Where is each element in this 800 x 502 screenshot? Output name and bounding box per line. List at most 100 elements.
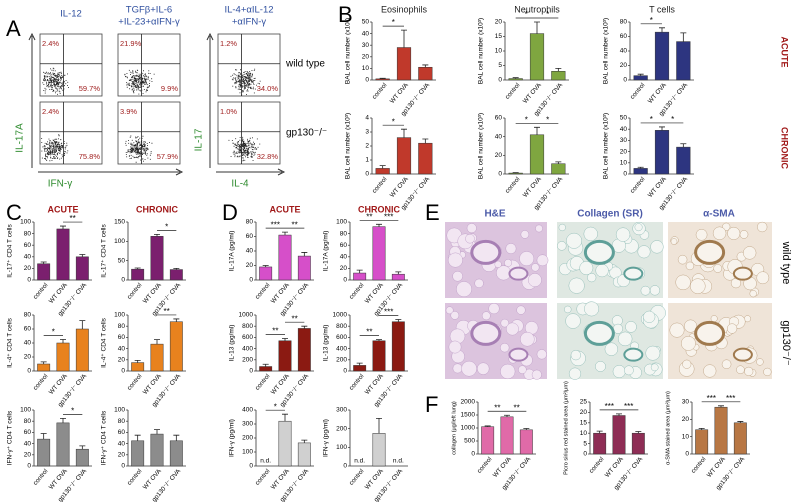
- significance-label: *: [546, 115, 549, 124]
- alveolus: [749, 290, 757, 298]
- y-tick-label: 0: [27, 463, 31, 470]
- y-tick-label: 0: [249, 368, 253, 375]
- error-bar: [282, 413, 288, 422]
- y-tick-label: 20: [362, 54, 370, 61]
- alveolus: [721, 359, 732, 370]
- row-label: ACUTE: [780, 37, 790, 68]
- y-tick-label: 80: [24, 418, 32, 425]
- y-tick-label: 25: [580, 399, 588, 406]
- alveolus: [527, 273, 542, 287]
- bar: [353, 272, 367, 281]
- alveolus: [726, 323, 738, 334]
- panel-letter: E: [425, 200, 440, 225]
- y-axis-label: IL-17A (pg/ml): [229, 231, 236, 272]
- bar: [75, 328, 89, 372]
- y-tick-label: 80: [24, 230, 32, 237]
- error-bar: [395, 271, 402, 275]
- alveolus: [685, 261, 695, 271]
- vessel: [623, 347, 644, 362]
- error-bar: [534, 21, 540, 34]
- alveolus: [531, 369, 542, 380]
- column-header: Collagen (SR): [577, 209, 643, 220]
- significance-label: ***: [271, 220, 280, 229]
- error-bar: [379, 165, 386, 169]
- error-bar: [60, 339, 66, 343]
- y-tick-label: 0: [249, 277, 253, 284]
- error-bar: [555, 68, 562, 72]
- y-tick-label: 100: [20, 407, 31, 414]
- y-tick-label: 40: [24, 254, 32, 261]
- error-bar: [40, 361, 47, 364]
- error-bar: [395, 319, 402, 322]
- bar: [481, 426, 495, 455]
- alveolus: [505, 322, 519, 336]
- y-tick-label: 20: [495, 152, 503, 159]
- significance-label: *: [650, 115, 653, 124]
- bar: [396, 137, 412, 175]
- alveolus: [645, 345, 661, 361]
- bar: [633, 168, 648, 175]
- y-axis-label: IL-4⁺ CD4 T cells: [101, 317, 108, 368]
- alveolus: [450, 311, 460, 320]
- y-tick-label: 0: [249, 463, 253, 470]
- y-tick-label: 0: [623, 171, 627, 178]
- y-tick-label: 40: [246, 248, 254, 255]
- y-tick-label: 20: [24, 452, 32, 459]
- y-tick-label: 80: [118, 418, 126, 425]
- quadrant-percent: 1.2%: [220, 39, 237, 48]
- y-tick-label: 100: [242, 449, 253, 456]
- error-bar: [173, 434, 180, 441]
- bar: [733, 422, 747, 455]
- error-bar: [680, 32, 687, 42]
- bar: [654, 130, 670, 175]
- bar: [278, 420, 292, 467]
- alveolus: [519, 251, 535, 267]
- airway: [470, 239, 502, 265]
- y-tick-label: 80: [620, 19, 628, 26]
- flow-events: [42, 67, 69, 95]
- alveolus: [579, 261, 594, 276]
- significance-label: **: [292, 314, 298, 323]
- bar: [372, 226, 386, 281]
- bar: [391, 321, 405, 372]
- y-tick-label: 20: [246, 262, 254, 269]
- alveolus: [669, 322, 685, 338]
- alveolus: [623, 365, 634, 376]
- significance-label: *: [392, 18, 395, 27]
- y-tick-label: 40: [495, 133, 503, 140]
- y-tick-label: 30: [620, 137, 628, 144]
- bar: [396, 47, 412, 81]
- error-bar: [301, 439, 308, 443]
- airway: [470, 320, 502, 346]
- alveolus: [474, 278, 484, 288]
- flow-plot: [117, 101, 181, 165]
- quadrant-percent: 1.0%: [220, 107, 237, 116]
- bar: [418, 66, 433, 81]
- y-tick-label: 0: [365, 77, 369, 84]
- significance-label: ***: [726, 394, 735, 403]
- bar: [633, 75, 648, 81]
- chart-title: ACUTE: [48, 204, 79, 214]
- alveolus: [617, 331, 633, 347]
- error-bar: [376, 418, 382, 434]
- flow-events: [41, 134, 69, 162]
- row-label: gp130⁻/⁻: [780, 320, 792, 365]
- alveolus: [742, 246, 757, 260]
- alveolus: [650, 363, 659, 372]
- axis-label: IL-17: [194, 128, 205, 151]
- bar: [131, 362, 145, 372]
- alveolus: [583, 226, 598, 242]
- y-axis-label: IFN-γ (pg/ml): [323, 419, 330, 457]
- y-tick-label: 80: [340, 230, 348, 237]
- error-bar: [282, 231, 288, 236]
- y-axis-label: BAL cell number (x10³): [345, 18, 352, 84]
- alveolus: [445, 306, 454, 315]
- y-tick-label: 40: [362, 30, 370, 37]
- error-bar: [401, 128, 407, 138]
- y-tick-label: 200: [336, 357, 347, 364]
- y-tick-label: 5: [583, 440, 587, 447]
- significance-label: *: [165, 222, 168, 231]
- y-tick-label: 0: [343, 277, 347, 284]
- bar: [375, 78, 390, 81]
